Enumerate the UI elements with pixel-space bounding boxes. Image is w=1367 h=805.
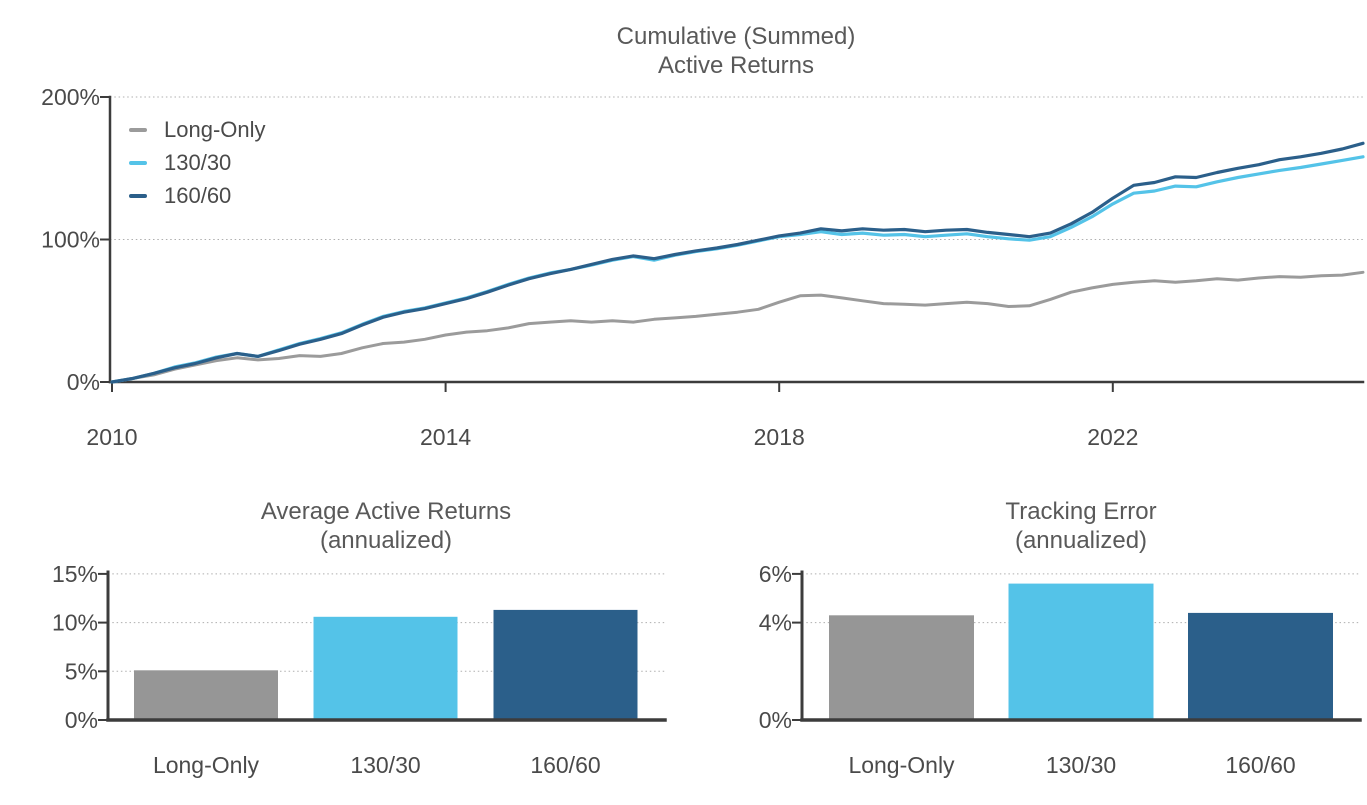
bar-category-label: 160/60 [1225, 752, 1295, 778]
bar-category-label: 130/30 [1046, 752, 1116, 778]
y-tick-label: 6% [759, 561, 792, 587]
y-tick-label: 100% [41, 227, 100, 253]
legend-marker-160-60 [129, 193, 147, 198]
bar-category-label: Long-Only [848, 752, 955, 778]
series-line-160-60 [110, 141, 1365, 384]
bar-category-label: Long-Only [153, 752, 260, 778]
legend-item-130-30: 130/30 [129, 146, 266, 179]
tracking-error-chart-title: Tracking Error (annualized) [1005, 498, 1157, 554]
line-chart-title: Cumulative (Summed) Active Returns [616, 23, 856, 79]
avg-returns-chart-title: Average Active Returns (annualized) [260, 498, 512, 554]
y-tick-label: 4% [759, 610, 792, 636]
x-tick-label: 2014 [420, 424, 471, 450]
x-tick-label: 2018 [754, 424, 805, 450]
legend-item-long-only: Long-Only [129, 113, 266, 146]
y-tick-label: 200% [41, 84, 100, 110]
y-tick-label: 0% [65, 707, 98, 733]
legend: Long-Only 130/30 160/60 [129, 113, 266, 212]
legend-label: 160/60 [164, 182, 232, 208]
legend-marker-long-only [129, 127, 147, 132]
bar-long-only [134, 670, 278, 720]
bar-long-only [829, 615, 974, 720]
legend-item-160-60: 160/60 [129, 179, 266, 212]
y-tick-label: 0% [759, 707, 792, 733]
legend-label: Long-Only [164, 116, 266, 142]
legend-label: 130/30 [164, 149, 232, 175]
bar-category-label: 160/60 [530, 752, 600, 778]
bar-category-label: 130/30 [350, 752, 420, 778]
series-line-130-30 [110, 155, 1365, 384]
y-tick-label: 5% [65, 658, 98, 684]
bar-130-30 [1008, 583, 1154, 720]
bar-160-60 [493, 609, 638, 720]
x-tick-label: 2022 [1087, 424, 1138, 450]
y-tick-label: 0% [67, 369, 100, 395]
bar-160-60 [1188, 612, 1333, 720]
series-line-long-only [110, 270, 1365, 384]
x-tick-label: 2010 [86, 424, 137, 450]
y-tick-label: 10% [52, 610, 98, 636]
legend-marker-130-30 [129, 160, 147, 165]
bar-130-30 [313, 616, 458, 720]
y-tick-label: 15% [52, 561, 98, 587]
